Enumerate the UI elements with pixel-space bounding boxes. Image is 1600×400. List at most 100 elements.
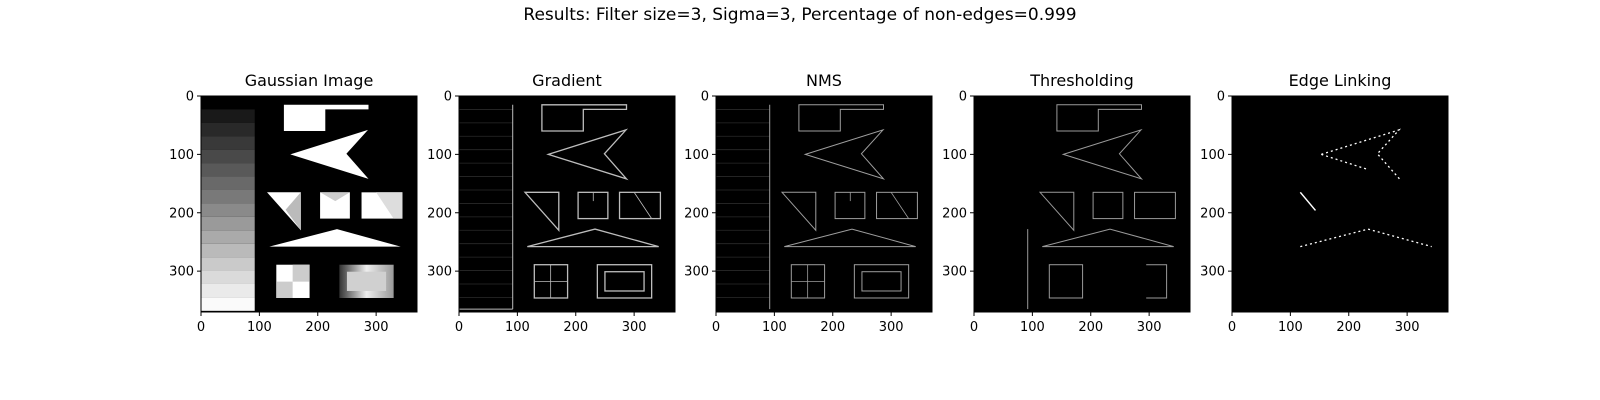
panel-gaussian: Gaussian Image 0 100 200 300 0 100 200 300 [169, 71, 418, 335]
x-tick-label: 0 [712, 320, 720, 335]
image-background [974, 96, 1190, 312]
y-tick-label: 300 [942, 265, 967, 280]
x-tick-label: 100 [505, 320, 530, 335]
triangle-edge [1038, 191, 1075, 232]
y-tick-label: 0 [186, 90, 194, 105]
gray-bar [201, 189, 255, 204]
linked-arrow-edge [1321, 128, 1402, 180]
checker-cell [292, 264, 310, 282]
x-tick-label: 100 [247, 320, 272, 335]
flat-triangle [269, 229, 401, 247]
figure-suptitle: Results: Filter size=3, Sigma=3, Percent… [523, 5, 1077, 25]
y-tick-label: 200 [1200, 206, 1225, 221]
panel-edge_linking: Edge Linking 0 100 200 300 0 100 200 300 [1200, 71, 1449, 335]
y-tick-label: 300 [1200, 265, 1225, 280]
gray-bar [201, 149, 255, 164]
axes-frame [200, 95, 418, 313]
l-shape-edge [1056, 104, 1142, 132]
x-tick-label: 100 [762, 320, 787, 335]
l-shape-edge [798, 104, 884, 132]
triangle-edge [523, 191, 560, 233]
flat-triangle-edge [527, 228, 659, 248]
y-tick-label: 200 [169, 206, 194, 221]
x-tick-label: 200 [820, 320, 845, 335]
y-tick-label: 300 [427, 265, 452, 280]
flat-triangle-edge [1042, 228, 1174, 248]
y-tick-label: 0 [701, 90, 709, 105]
panel-thresholding: Thresholding 0 100 200 300 0 100 200 300 [942, 71, 1191, 335]
gray-bar [201, 203, 255, 217]
y-tick-label: 200 [684, 206, 709, 221]
panel-title: NMS [806, 71, 842, 90]
y-tick-label: 200 [942, 206, 967, 221]
panel-nms: NMS 0 100 200 300 0 100 200 300 [684, 71, 933, 335]
y-tick-label: 0 [959, 90, 967, 105]
panel-title: Edge Linking [1289, 71, 1392, 90]
axes-frame [458, 95, 676, 313]
gradient-box-inner [346, 271, 387, 291]
arrow-edge [803, 128, 886, 180]
l-shape [283, 104, 369, 131]
panel-title: Gradient [532, 71, 602, 90]
gray-bar [201, 122, 255, 137]
x-tick-label: 0 [455, 320, 463, 335]
image-background [1232, 96, 1448, 312]
gradient-box-edge [1146, 264, 1168, 299]
checker-box-edge [1048, 264, 1084, 299]
y-tick-label: 200 [427, 206, 452, 221]
image-background [716, 96, 932, 312]
gradient-box-edge [853, 264, 910, 299]
checker-cell [276, 281, 293, 298]
gray-bar [201, 136, 255, 150]
axes-frame [1231, 95, 1449, 313]
x-tick-label: 300 [364, 320, 389, 335]
x-tick-label: 0 [197, 320, 205, 335]
panel-title: Thresholding [1029, 71, 1134, 90]
gray-bar [201, 243, 255, 258]
rect-shade [376, 192, 403, 219]
x-tick-label: 100 [1020, 320, 1045, 335]
x-tick-label: 200 [1336, 320, 1361, 335]
axes-frame [715, 95, 933, 313]
x-tick-label: 300 [622, 320, 647, 335]
gray-bar [201, 270, 255, 284]
triangle-shade [285, 192, 301, 231]
square-edge [1092, 191, 1124, 220]
rect-inner-edge [890, 192, 909, 219]
y-tick-label: 100 [1200, 148, 1225, 163]
rect-edge [1134, 191, 1176, 220]
gray-bar [201, 230, 255, 244]
y-tick-label: 100 [942, 148, 967, 163]
x-tick-label: 0 [1228, 320, 1236, 335]
x-tick-label: 200 [563, 320, 588, 335]
gray-bar [201, 257, 255, 271]
y-tick-label: 100 [684, 148, 709, 163]
rect-edge [618, 191, 662, 220]
gray-bar [201, 176, 255, 190]
gray-bar [201, 109, 255, 123]
gradient-inner-edge [604, 271, 645, 292]
y-tick-label: 300 [169, 265, 194, 280]
gradient-inner-edge [861, 271, 902, 292]
arrow-edge [1061, 128, 1144, 180]
arrow-shape [290, 129, 369, 179]
flat-triangle-edge [784, 228, 916, 248]
l-shape-edge [541, 104, 628, 132]
y-tick-label: 100 [427, 148, 452, 163]
triangle-edge [780, 191, 817, 232]
panel-gradient: Gradient 0 100 200 300 0 100 200 300 [427, 71, 676, 335]
x-tick-label: 200 [1078, 320, 1103, 335]
axes-frame [973, 95, 1191, 313]
gray-bar [201, 163, 255, 177]
square-shade [320, 192, 350, 202]
x-tick-label: 200 [305, 320, 330, 335]
x-tick-label: 0 [970, 320, 978, 335]
linked-triangle-edge [1299, 191, 1317, 211]
y-tick-label: 0 [1217, 90, 1225, 105]
arrow-edge [546, 128, 629, 181]
rect-edge [876, 191, 918, 220]
x-tick-label: 300 [879, 320, 904, 335]
x-tick-label: 300 [1395, 320, 1420, 335]
gradient-box-edge [596, 264, 653, 299]
